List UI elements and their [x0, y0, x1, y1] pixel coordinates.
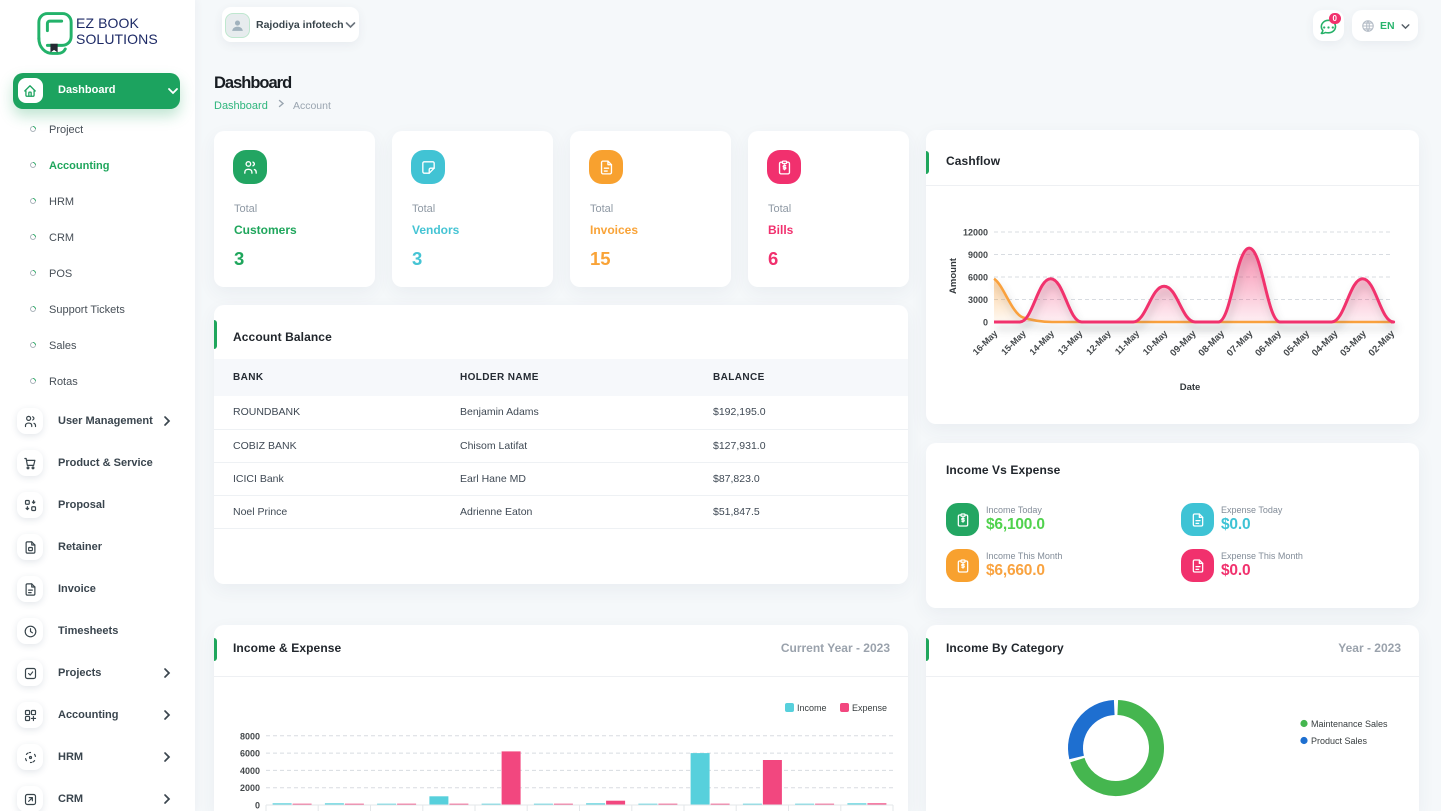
svg-text:6000: 6000	[968, 273, 988, 283]
svg-text:2000: 2000	[240, 783, 260, 793]
svg-text:Date: Date	[1180, 382, 1201, 393]
svg-text:Maintenance Sales: Maintenance Sales	[1311, 719, 1388, 729]
svg-text:09-May: 09-May	[1168, 328, 1199, 359]
svg-text:11-May: 11-May	[1113, 328, 1141, 356]
svg-text:04-May: 04-May	[1310, 328, 1341, 359]
svg-text:10-May: 10-May	[1141, 328, 1170, 357]
svg-text:03-May: 03-May	[1338, 328, 1369, 359]
svg-text:Amount: Amount	[948, 257, 959, 294]
svg-text:8000: 8000	[240, 731, 260, 741]
svg-text:02-May: 02-May	[1367, 328, 1398, 359]
svg-text:15-May: 15-May	[999, 328, 1028, 357]
svg-text:06-May: 06-May	[1253, 328, 1284, 359]
svg-text:Income: Income	[797, 703, 827, 713]
svg-text:9000: 9000	[968, 250, 988, 260]
svg-text:14-May: 14-May	[1027, 328, 1056, 357]
svg-text:05-May: 05-May	[1281, 328, 1312, 359]
svg-text:07-May: 07-May	[1225, 328, 1256, 359]
svg-text:16-May: 16-May	[971, 328, 1000, 357]
svg-text:6000: 6000	[240, 749, 260, 759]
svg-text:12-May: 12-May	[1084, 328, 1113, 357]
svg-text:0: 0	[983, 318, 988, 328]
svg-text:0: 0	[255, 801, 260, 811]
svg-text:08-May: 08-May	[1196, 328, 1227, 359]
svg-text:13-May: 13-May	[1056, 328, 1085, 357]
svg-text:3000: 3000	[968, 295, 988, 305]
svg-text:Expense: Expense	[852, 703, 887, 713]
svg-text:Product Sales: Product Sales	[1311, 736, 1368, 746]
svg-text:4000: 4000	[240, 766, 260, 776]
svg-text:12000: 12000	[963, 228, 988, 238]
